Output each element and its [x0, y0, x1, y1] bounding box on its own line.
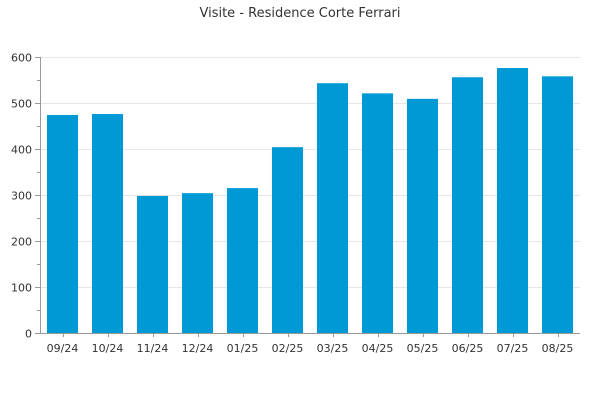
y-tick-label: 0	[25, 328, 32, 341]
x-tick-label: 03/25	[317, 342, 349, 355]
x-tick-label: 10/24	[92, 342, 124, 355]
bar-05-25	[406, 98, 439, 333]
y-tick-label: 200	[11, 236, 32, 249]
x-tick-label: 05/25	[407, 342, 439, 355]
x-tick-label: 01/25	[227, 342, 259, 355]
axes	[35, 57, 580, 337]
x-tick-label: 11/24	[137, 342, 169, 355]
x-tick-label: 04/25	[362, 342, 394, 355]
y-tick-label: 600	[11, 52, 32, 65]
y-tick-label: 300	[11, 190, 32, 203]
x-tick-label: 08/25	[542, 342, 574, 355]
grid-lines	[40, 57, 580, 288]
x-tick-label: 02/25	[272, 342, 304, 355]
bar-08-25	[541, 76, 574, 333]
y-tick-label: 100	[11, 282, 32, 295]
x-tick-labels: 09/24 10/24 11/24 12/24 01/25 02/25 03/25 04/25…	[47, 342, 574, 355]
bar-03-25	[316, 83, 349, 333]
x-tick-label: 09/24	[47, 342, 79, 355]
bar-06-25	[451, 77, 484, 334]
bar-12-24	[181, 193, 214, 333]
x-tick-label: 06/25	[452, 342, 484, 355]
bar-02-25	[271, 147, 304, 333]
bar-01-25	[226, 188, 259, 333]
y-tick-labels: 0 100 200 300 400 500 600	[11, 52, 32, 341]
x-tick-label: 12/24	[182, 342, 214, 355]
bars	[46, 68, 574, 334]
bar-04-25	[361, 93, 394, 333]
y-tick-label: 400	[11, 144, 32, 157]
x-tick-label: 07/25	[497, 342, 529, 355]
bar-07-25	[496, 68, 529, 333]
bar-11-24	[136, 195, 169, 333]
chart-title: Visite - Residence Corte Ferrari	[199, 6, 400, 21]
bar-10-24	[91, 114, 124, 333]
y-tick-label: 500	[11, 98, 32, 111]
bar-09-24	[46, 114, 79, 334]
